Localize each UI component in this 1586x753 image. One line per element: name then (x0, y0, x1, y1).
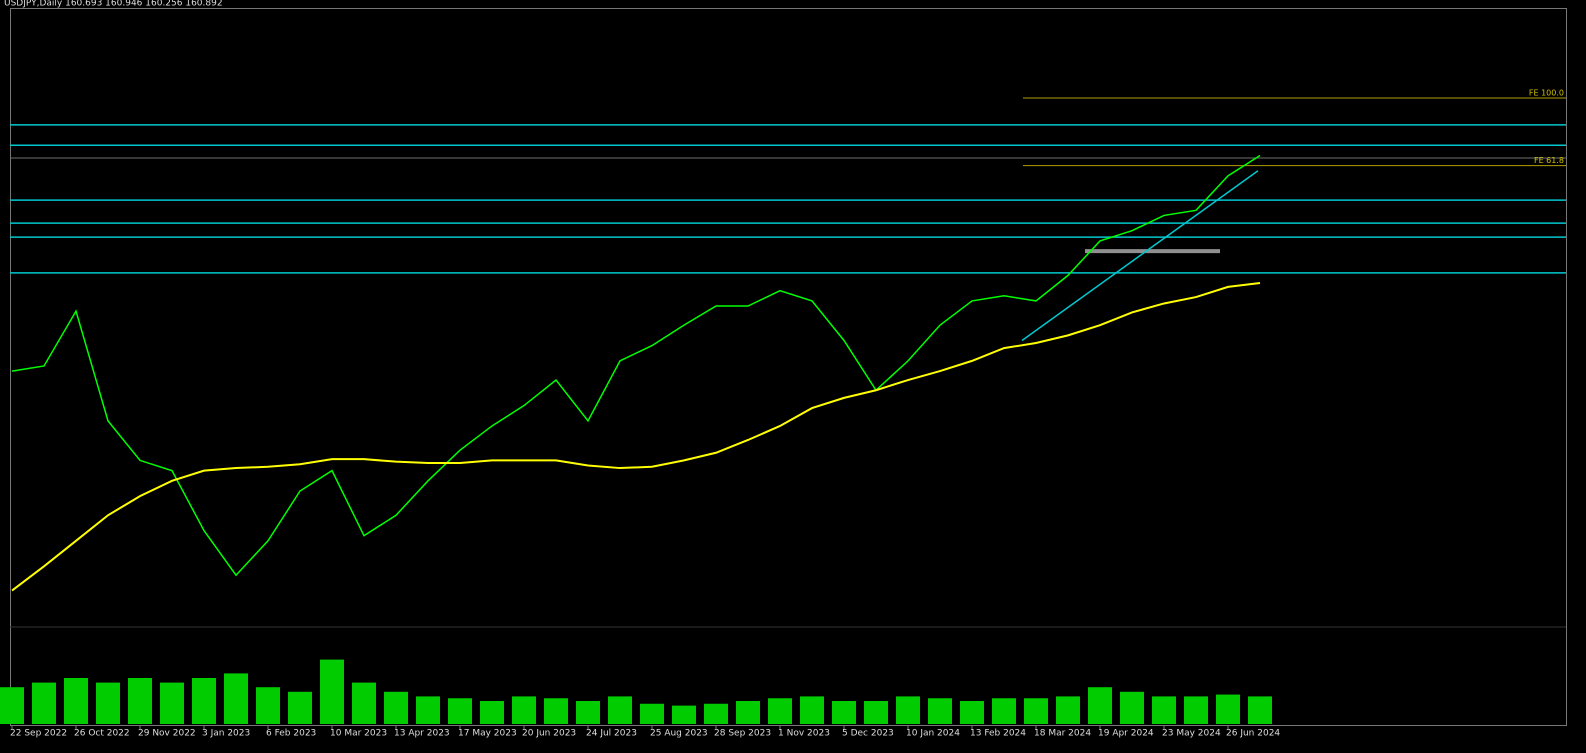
x-tick-label: 5 Dec 2023 (842, 729, 894, 739)
x-tick-label: 19 Apr 2024 (1098, 729, 1154, 739)
volume-bar (448, 698, 472, 724)
volume-bar (672, 705, 696, 724)
x-tick-label: 22 Sep 2022 (10, 729, 67, 739)
volume-bar (1024, 698, 1048, 724)
x-tick-label: 26 Oct 2022 (74, 729, 130, 739)
chart-title: USDJPY,Daily 160.693 160.946 160.256 160… (4, 0, 223, 9)
volume-bar (640, 703, 664, 724)
volume-bar (384, 691, 408, 724)
trend-line (1021, 170, 1259, 342)
volume-bar (416, 696, 440, 724)
volume-bar (1056, 696, 1080, 724)
volume-bar (704, 703, 728, 724)
x-tick-label: 23 May 2024 (1162, 729, 1221, 739)
volume-bar (992, 698, 1016, 724)
moving-average (11, 282, 1261, 592)
volume-bar (1152, 696, 1176, 724)
volume-bar (576, 701, 600, 724)
volume-bar (864, 701, 888, 724)
x-tick-label: 24 Jul 2023 (586, 729, 637, 739)
volume-bar (480, 701, 504, 724)
volume-bar (320, 659, 344, 724)
x-tick-label: 17 May 2023 (458, 729, 517, 739)
x-tick-label: 20 Jun 2023 (522, 729, 576, 739)
volume-bar (128, 678, 152, 724)
x-tick-label: 25 Aug 2023 (650, 729, 708, 739)
volume-bar (832, 701, 856, 724)
volume-bar (800, 696, 824, 724)
x-tick-label: 26 Jun 2024 (1226, 729, 1280, 739)
plot-frame (10, 8, 1567, 726)
volume-bar (160, 682, 184, 724)
volume-bar (64, 678, 88, 724)
volume-bar (288, 691, 312, 724)
volume-bar (224, 673, 248, 724)
volume-bar (1184, 696, 1208, 724)
volume-bar (1120, 691, 1144, 724)
volume-bar (544, 698, 568, 724)
x-tick-label: 6 Feb 2023 (266, 729, 316, 739)
volume-bar (768, 698, 792, 724)
volume-bar (1248, 696, 1272, 724)
fibo-label: FE 61.8 (1534, 156, 1564, 165)
x-tick-label: 28 Sep 2023 (714, 729, 771, 739)
volume-bar (928, 698, 952, 724)
x-tick-label: 13 Apr 2023 (394, 729, 450, 739)
volume-bar (736, 701, 760, 724)
fibo-label: FE 100.0 (1529, 89, 1564, 98)
volume-bar (192, 678, 216, 724)
volume-bar (256, 687, 280, 724)
volume-bar (1088, 687, 1112, 724)
x-tick-label: 18 Mar 2024 (1034, 729, 1091, 739)
x-tick-label: 3 Jan 2023 (202, 729, 250, 739)
volume-bar (608, 696, 632, 724)
volume-bar (0, 687, 24, 724)
x-tick-label: 10 Mar 2023 (330, 729, 387, 739)
x-tick-label: 1 Nov 2023 (778, 729, 830, 739)
x-tick-label: 10 Jan 2024 (906, 729, 960, 739)
x-tick-label: 13 Feb 2024 (970, 729, 1026, 739)
volume-bar (1216, 694, 1240, 724)
price-line-series (11, 154, 1261, 577)
volume-bar (512, 696, 536, 724)
volume-bar (896, 696, 920, 724)
volume-bar (960, 701, 984, 724)
x-tick-label: 29 Nov 2022 (138, 729, 196, 739)
volume-bar (96, 682, 120, 724)
volume-bar (352, 682, 376, 724)
volume-bar (32, 682, 56, 724)
